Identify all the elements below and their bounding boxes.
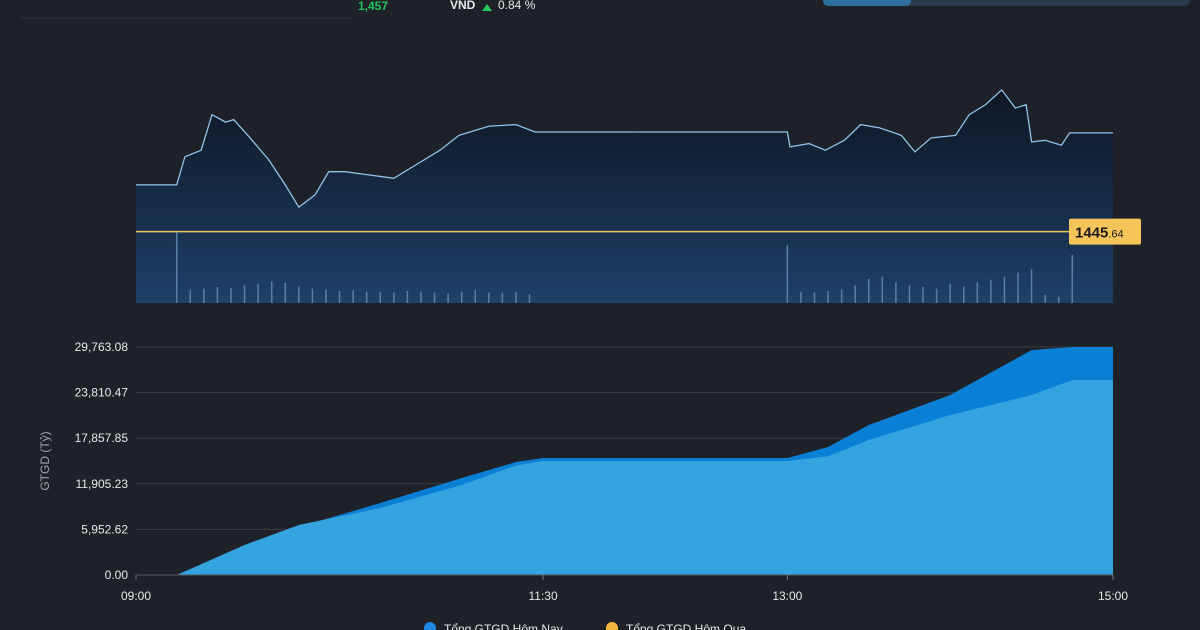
volume-bar — [949, 283, 951, 303]
volume-bar — [813, 292, 816, 303]
volume-bar — [406, 291, 409, 303]
volume-bar — [1003, 276, 1006, 303]
volume-bar — [338, 291, 341, 303]
volume-bar — [230, 287, 232, 303]
x-tick-label: 13:00 — [772, 589, 802, 603]
volume-bar — [1057, 296, 1060, 303]
volume-bar — [460, 291, 463, 303]
volume-bar — [1071, 255, 1074, 303]
volume-bar — [352, 290, 354, 303]
volume-bar — [1017, 272, 1019, 303]
volume-bar — [447, 293, 449, 303]
volume-bar — [990, 279, 992, 303]
volume-bar — [420, 291, 422, 303]
y-tick-label: 23,810.47 — [75, 386, 129, 400]
y-tick-label: 17,857.85 — [75, 431, 129, 445]
price-line — [136, 88, 1113, 209]
volume-bar — [922, 287, 924, 303]
volume-bar — [474, 290, 476, 303]
volume-bar — [935, 288, 938, 303]
y-tick-label: 5,952.62 — [81, 522, 128, 536]
y-axis-label: GTGD (Tỷ) — [38, 431, 52, 490]
y-tick-label: 11,905.23 — [76, 477, 129, 491]
area — [136, 380, 1113, 575]
price: 1,457 — [358, 0, 388, 13]
x-tick-label: 11:30 — [529, 589, 558, 603]
x-tick-label: 15:00 — [1098, 589, 1128, 603]
volume-bar — [528, 294, 531, 303]
volume-bar — [1044, 295, 1046, 303]
y-tick-label: 29,763.08 — [75, 340, 129, 354]
x-tick-label: 09:00 — [121, 589, 151, 603]
y-tick-label: 0.00 — [105, 568, 129, 582]
volume-bar — [203, 288, 205, 303]
volume-bar — [216, 287, 219, 303]
volume-bar — [325, 289, 327, 303]
legend-dot — [606, 622, 618, 630]
currency: VND — [450, 0, 476, 12]
tab-bar[interactable] — [823, 0, 1190, 6]
legend-label: Tổng GTGD Hôm Qua — [626, 622, 746, 630]
legend-dot — [424, 622, 436, 630]
volume-bar — [515, 291, 517, 303]
reference-label: 1445.64 — [1075, 225, 1124, 242]
volume-bar — [365, 291, 368, 303]
reference-badge — [1069, 218, 1141, 245]
volume-bar — [908, 285, 911, 303]
volume-bar — [243, 285, 246, 303]
tab-active[interactable] — [823, 0, 911, 6]
price-area — [136, 89, 1113, 304]
volume-bar — [270, 281, 273, 303]
price-chart: 1445.64 — [136, 88, 1141, 304]
volume-bar — [393, 292, 395, 303]
volume-bar — [840, 289, 843, 303]
legend-label: Tổng GTGD Hôm Nay — [444, 622, 563, 630]
volume-bar — [501, 293, 504, 303]
volume-bar — [854, 285, 856, 303]
value-chart: 0.00 5,952.62 11,905.23 17,857.85 23,810.47 2… — [38, 340, 1128, 630]
volume-bar — [895, 282, 897, 303]
volume-bar — [298, 286, 300, 303]
volume-bar — [175, 232, 178, 303]
change: 0.84 % — [498, 0, 536, 12]
volume-bar — [433, 292, 436, 303]
volume-bar — [962, 286, 965, 303]
volume-bar — [1030, 269, 1033, 303]
up-arrow — [482, 4, 492, 11]
volume-bar — [189, 290, 192, 303]
volume-bar — [311, 288, 314, 303]
volume-bar — [800, 291, 802, 303]
volume-bar — [488, 292, 490, 303]
volume-bar — [827, 291, 829, 303]
volume-bar — [881, 276, 884, 303]
volume-bar — [379, 291, 381, 303]
volume-bar — [284, 283, 287, 303]
volume-bar — [976, 282, 979, 303]
volume-bar — [786, 245, 789, 303]
volume-bar — [257, 283, 259, 303]
volume-bar — [868, 279, 870, 303]
